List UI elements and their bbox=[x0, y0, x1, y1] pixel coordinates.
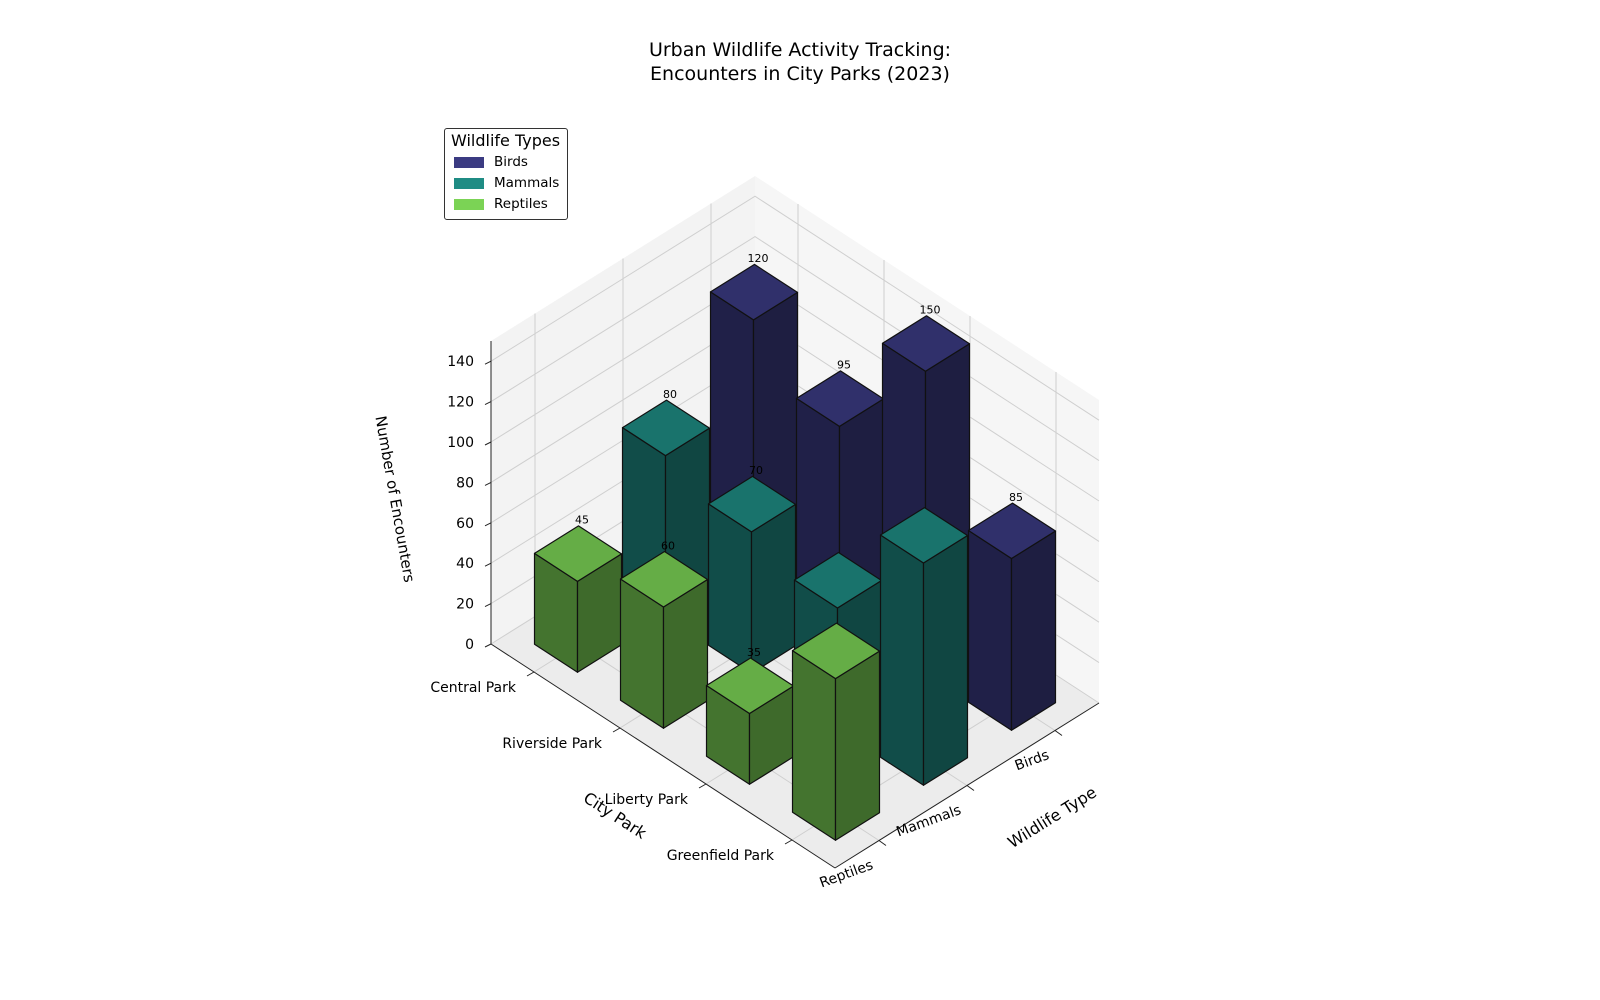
z-tick-label: 120 bbox=[447, 395, 474, 411]
data-label-liberty-park-reptiles: 35 bbox=[747, 646, 761, 659]
bar-riverside-park-mammals bbox=[707, 475, 797, 674]
z-tick-label: 100 bbox=[447, 435, 474, 451]
bar-central-park-reptiles bbox=[533, 525, 623, 673]
legend-swatch-birds bbox=[454, 157, 484, 168]
data-label-riverside-park-reptiles: 60 bbox=[661, 539, 675, 552]
bar-top-face bbox=[621, 399, 711, 457]
bar-greenfield-park-reptiles bbox=[791, 622, 881, 841]
park-tick bbox=[698, 783, 707, 789]
bar-right-face bbox=[1010, 530, 1057, 731]
z-tick-label: 0 bbox=[465, 637, 474, 653]
bar-greenfield-park-mammals bbox=[879, 507, 969, 786]
z-tick bbox=[484, 562, 492, 567]
z-tick-label: 80 bbox=[456, 475, 474, 491]
park-tick bbox=[526, 671, 535, 677]
data-label-central-park-reptiles: 45 bbox=[575, 514, 589, 527]
z-tick bbox=[484, 643, 492, 648]
park-tick-label-riverside-park: Riverside Park bbox=[502, 736, 603, 752]
z-axis-title: Number of Encounters bbox=[371, 414, 418, 584]
legend-swatch-mammals bbox=[454, 178, 484, 189]
data-label-central-park-birds: 120 bbox=[748, 252, 769, 265]
park-tick-label-greenfield-park: Greenfield Park bbox=[667, 848, 775, 864]
chart-title-line-1: Urban Wildlife Activity Tracking: bbox=[648, 39, 952, 61]
z-tick-label: 60 bbox=[456, 516, 474, 532]
bar-left-face bbox=[791, 649, 837, 841]
z-tick bbox=[484, 522, 492, 527]
z-tick-label: 20 bbox=[456, 597, 474, 613]
park-tick-label-liberty-park: Liberty Park bbox=[605, 792, 689, 808]
park-tick bbox=[612, 727, 621, 733]
z-tick-label: 140 bbox=[447, 354, 474, 370]
z-tick bbox=[484, 360, 492, 365]
data-labels: 120 95 150 85 80 70 45 60 35 bbox=[575, 252, 1023, 659]
bar-top-face bbox=[707, 475, 797, 533]
legend-label-mammals: Mammals bbox=[494, 175, 560, 191]
z-tick bbox=[484, 441, 492, 446]
bar-right-face bbox=[834, 650, 881, 841]
type-tick bbox=[878, 840, 887, 846]
type-axis-title: Wildlife Type bbox=[1004, 783, 1099, 852]
z-gridline bbox=[490, 236, 1100, 462]
z-tick bbox=[484, 401, 492, 406]
legend-label-birds: Birds bbox=[494, 154, 528, 170]
bar-top-face bbox=[795, 370, 885, 427]
bar-left-face bbox=[707, 503, 753, 674]
bar-top-face bbox=[705, 657, 795, 715]
bar-top-face bbox=[791, 622, 881, 680]
bar-top-face bbox=[709, 263, 799, 321]
bar-top-face bbox=[881, 315, 971, 372]
legend-title: Wildlife Types bbox=[451, 131, 561, 150]
data-label-liberty-park-birds: 150 bbox=[920, 304, 941, 317]
z-tick bbox=[484, 603, 492, 608]
bar-left-face bbox=[967, 529, 1013, 731]
type-tick bbox=[1054, 730, 1063, 736]
legend-label-reptiles: Reptiles bbox=[494, 196, 548, 212]
bar-top-face bbox=[619, 550, 709, 608]
chart-title-line-2: Encounters in City Parks (2023) bbox=[650, 63, 950, 85]
legend: Wildlife Types Birds Mammals Reptiles bbox=[444, 128, 568, 220]
z-gridline bbox=[490, 195, 1100, 421]
park-tick bbox=[784, 839, 793, 845]
data-label-greenfield-park-birds: 85 bbox=[1009, 491, 1023, 504]
bars bbox=[533, 263, 1057, 841]
z-tick bbox=[484, 481, 492, 486]
type-tick bbox=[966, 785, 975, 791]
data-label-riverside-park-mammals: 70 bbox=[749, 464, 763, 477]
z-tick-label: 40 bbox=[456, 556, 474, 572]
bar-riverside-park-reptiles bbox=[619, 550, 709, 729]
bar-greenfield-park-birds bbox=[967, 502, 1057, 731]
bar-top-face bbox=[533, 525, 623, 583]
bar-top-face bbox=[967, 502, 1057, 560]
chart-title: Urban Wildlife Activity Tracking: Encoun… bbox=[0, 38, 1600, 86]
data-label-riverside-park-birds: 95 bbox=[837, 359, 851, 372]
bar-left-face bbox=[879, 534, 925, 786]
data-label-central-park-mammals: 80 bbox=[663, 388, 677, 401]
park-tick-label-central-park: Central Park bbox=[430, 680, 517, 696]
bar-liberty-park-reptiles bbox=[705, 657, 795, 785]
bar-top-face bbox=[879, 507, 969, 564]
legend-swatch-reptiles bbox=[454, 199, 484, 210]
park-axis-line bbox=[490, 643, 836, 869]
bar-right-face bbox=[922, 534, 969, 786]
bar-top-face bbox=[793, 551, 883, 609]
